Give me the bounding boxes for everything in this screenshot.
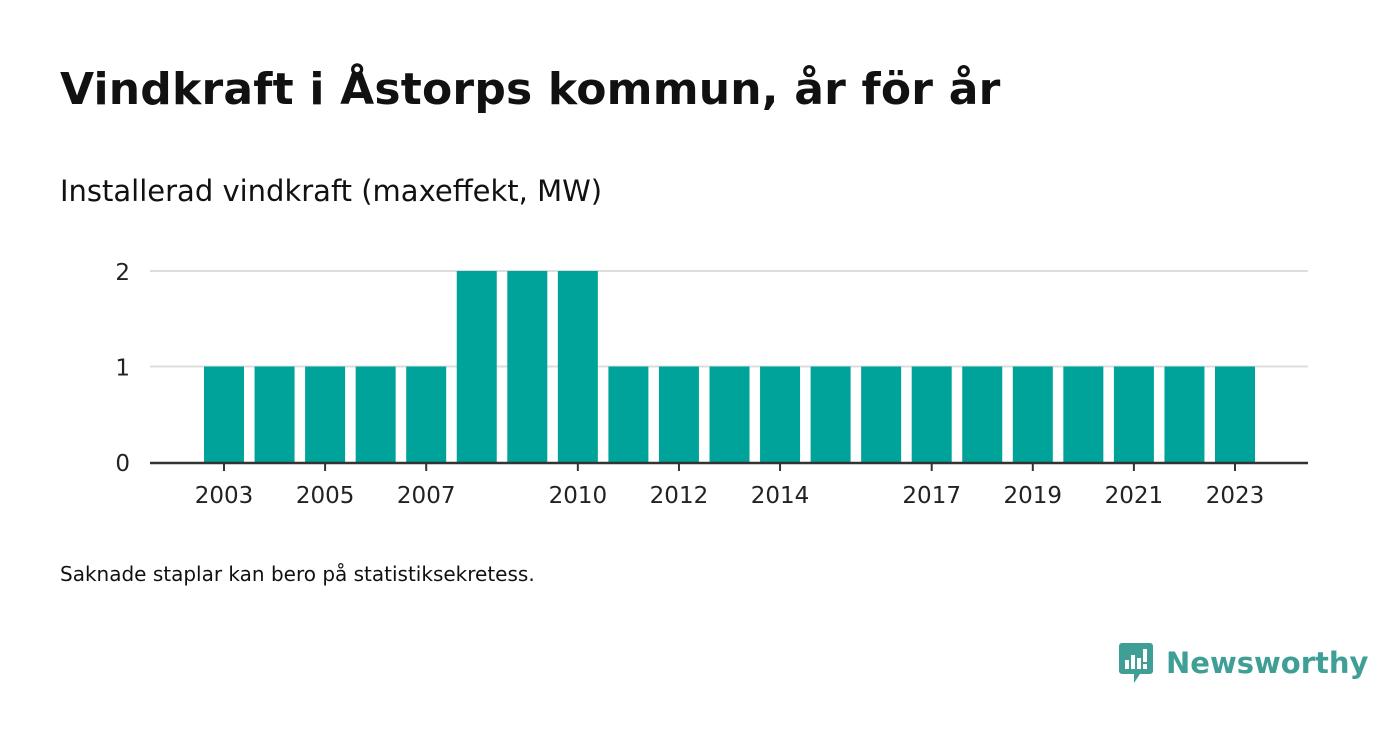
bar-2020	[1063, 366, 1104, 462]
chart-title: Vindkraft i Åstorps kommun, år för år	[60, 64, 1001, 115]
x-tick-label: 2007	[397, 483, 456, 509]
x-tick-label: 2021	[1105, 483, 1164, 509]
bars	[204, 271, 1255, 462]
newsworthy-logo-icon	[1119, 643, 1153, 683]
bar-2019	[1012, 366, 1053, 462]
footnote: Saknade staplar kan bero på statistiksek…	[60, 562, 535, 586]
bar-2009	[507, 271, 548, 462]
x-tick-label: 2012	[650, 483, 709, 509]
brand-logo: Newsworthy	[1118, 641, 1368, 685]
x-tick-label: 2010	[549, 483, 608, 509]
bar-2015	[810, 366, 851, 462]
bar-2008	[456, 271, 497, 462]
bar-2004	[254, 366, 295, 462]
x-tick-label: 2014	[751, 483, 810, 509]
bar-2018	[962, 366, 1003, 462]
bar-2023	[1215, 366, 1255, 462]
axes	[150, 461, 1308, 471]
bar-2005	[305, 366, 346, 462]
x-tick-label: 2017	[902, 483, 961, 509]
bar-2013	[709, 366, 750, 462]
x-tick-label: 2003	[195, 483, 254, 509]
x-tick-label: 2005	[296, 483, 355, 509]
y-tick-label: 2	[115, 260, 130, 286]
x-tick-label: 2023	[1206, 483, 1265, 509]
y-tick-label: 0	[115, 451, 130, 477]
y-tick-label: 1	[115, 356, 130, 382]
grid-lines	[150, 270, 1308, 368]
brand-name: Newsworthy	[1166, 646, 1369, 680]
bar-2016	[861, 366, 902, 462]
bar-2022	[1164, 366, 1205, 462]
tick-labels: 0 1 2 2003 2005 2007 2010 2012 2014 2017 2019 2021 2…	[115, 260, 1264, 509]
x-tick-label: 2019	[1004, 483, 1063, 509]
bar-2007	[406, 366, 447, 462]
bar-2014	[760, 366, 801, 462]
bar-2003	[204, 366, 244, 462]
bar-2010	[557, 271, 598, 462]
bar-2012	[658, 366, 699, 462]
bar-2017	[911, 366, 952, 462]
chart-subtitle: Installerad vindkraft (maxeffekt, MW)	[60, 174, 603, 208]
bar-2011	[608, 366, 649, 462]
bar-2006	[355, 366, 396, 462]
bar-2021	[1113, 366, 1154, 462]
